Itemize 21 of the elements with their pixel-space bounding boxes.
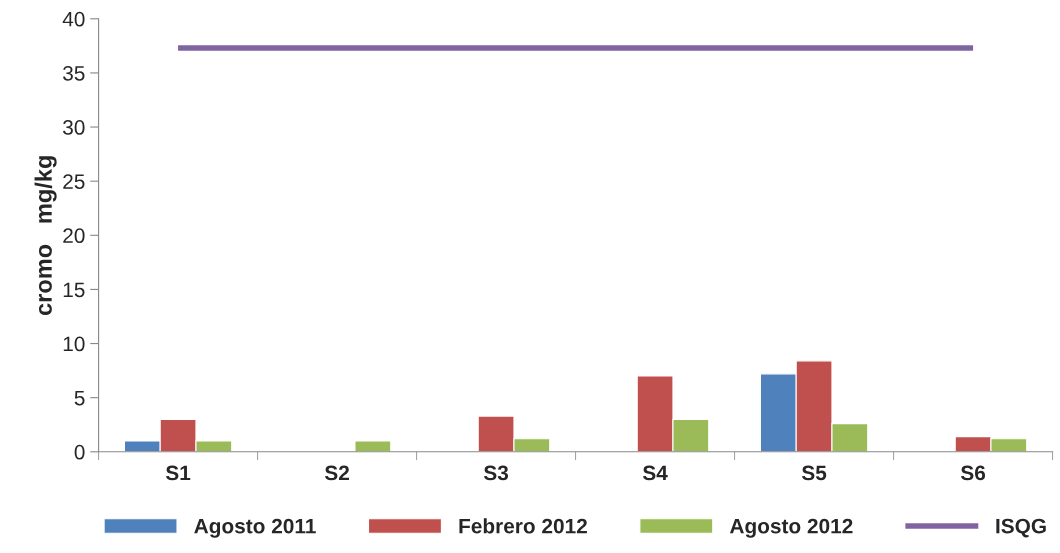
y-tick-label: 0 [74,444,85,460]
y-tick-label: 40 [62,11,85,27]
y-tick-label: 20 [63,228,85,244]
x-tick-label: S5 [801,465,827,481]
y-axis-title: cromo mg/kg [34,156,57,316]
legend-label: Agosto 2012 [729,518,853,538]
bar [354,440,392,452]
y-tick-label: 10 [63,336,85,352]
y-tick-label: 35 [63,65,85,81]
x-tick-label: S1 [165,465,191,481]
legend-label: Agosto 2011 [194,518,316,538]
y-tick-label: 5 [74,390,85,406]
y-tick-label: 15 [63,282,85,298]
legend-label: Febrero 2012 [459,518,587,534]
x-tick-label: S2 [324,465,349,481]
y-tick-label: 30 [63,120,85,135]
x-tick-label: S3 [483,465,509,481]
legend-label: ISQG [996,518,1046,538]
x-tick-label: S4 [642,465,668,481]
y-tick-label: 25 [63,174,85,189]
x-tick-label: S6 [960,465,986,481]
